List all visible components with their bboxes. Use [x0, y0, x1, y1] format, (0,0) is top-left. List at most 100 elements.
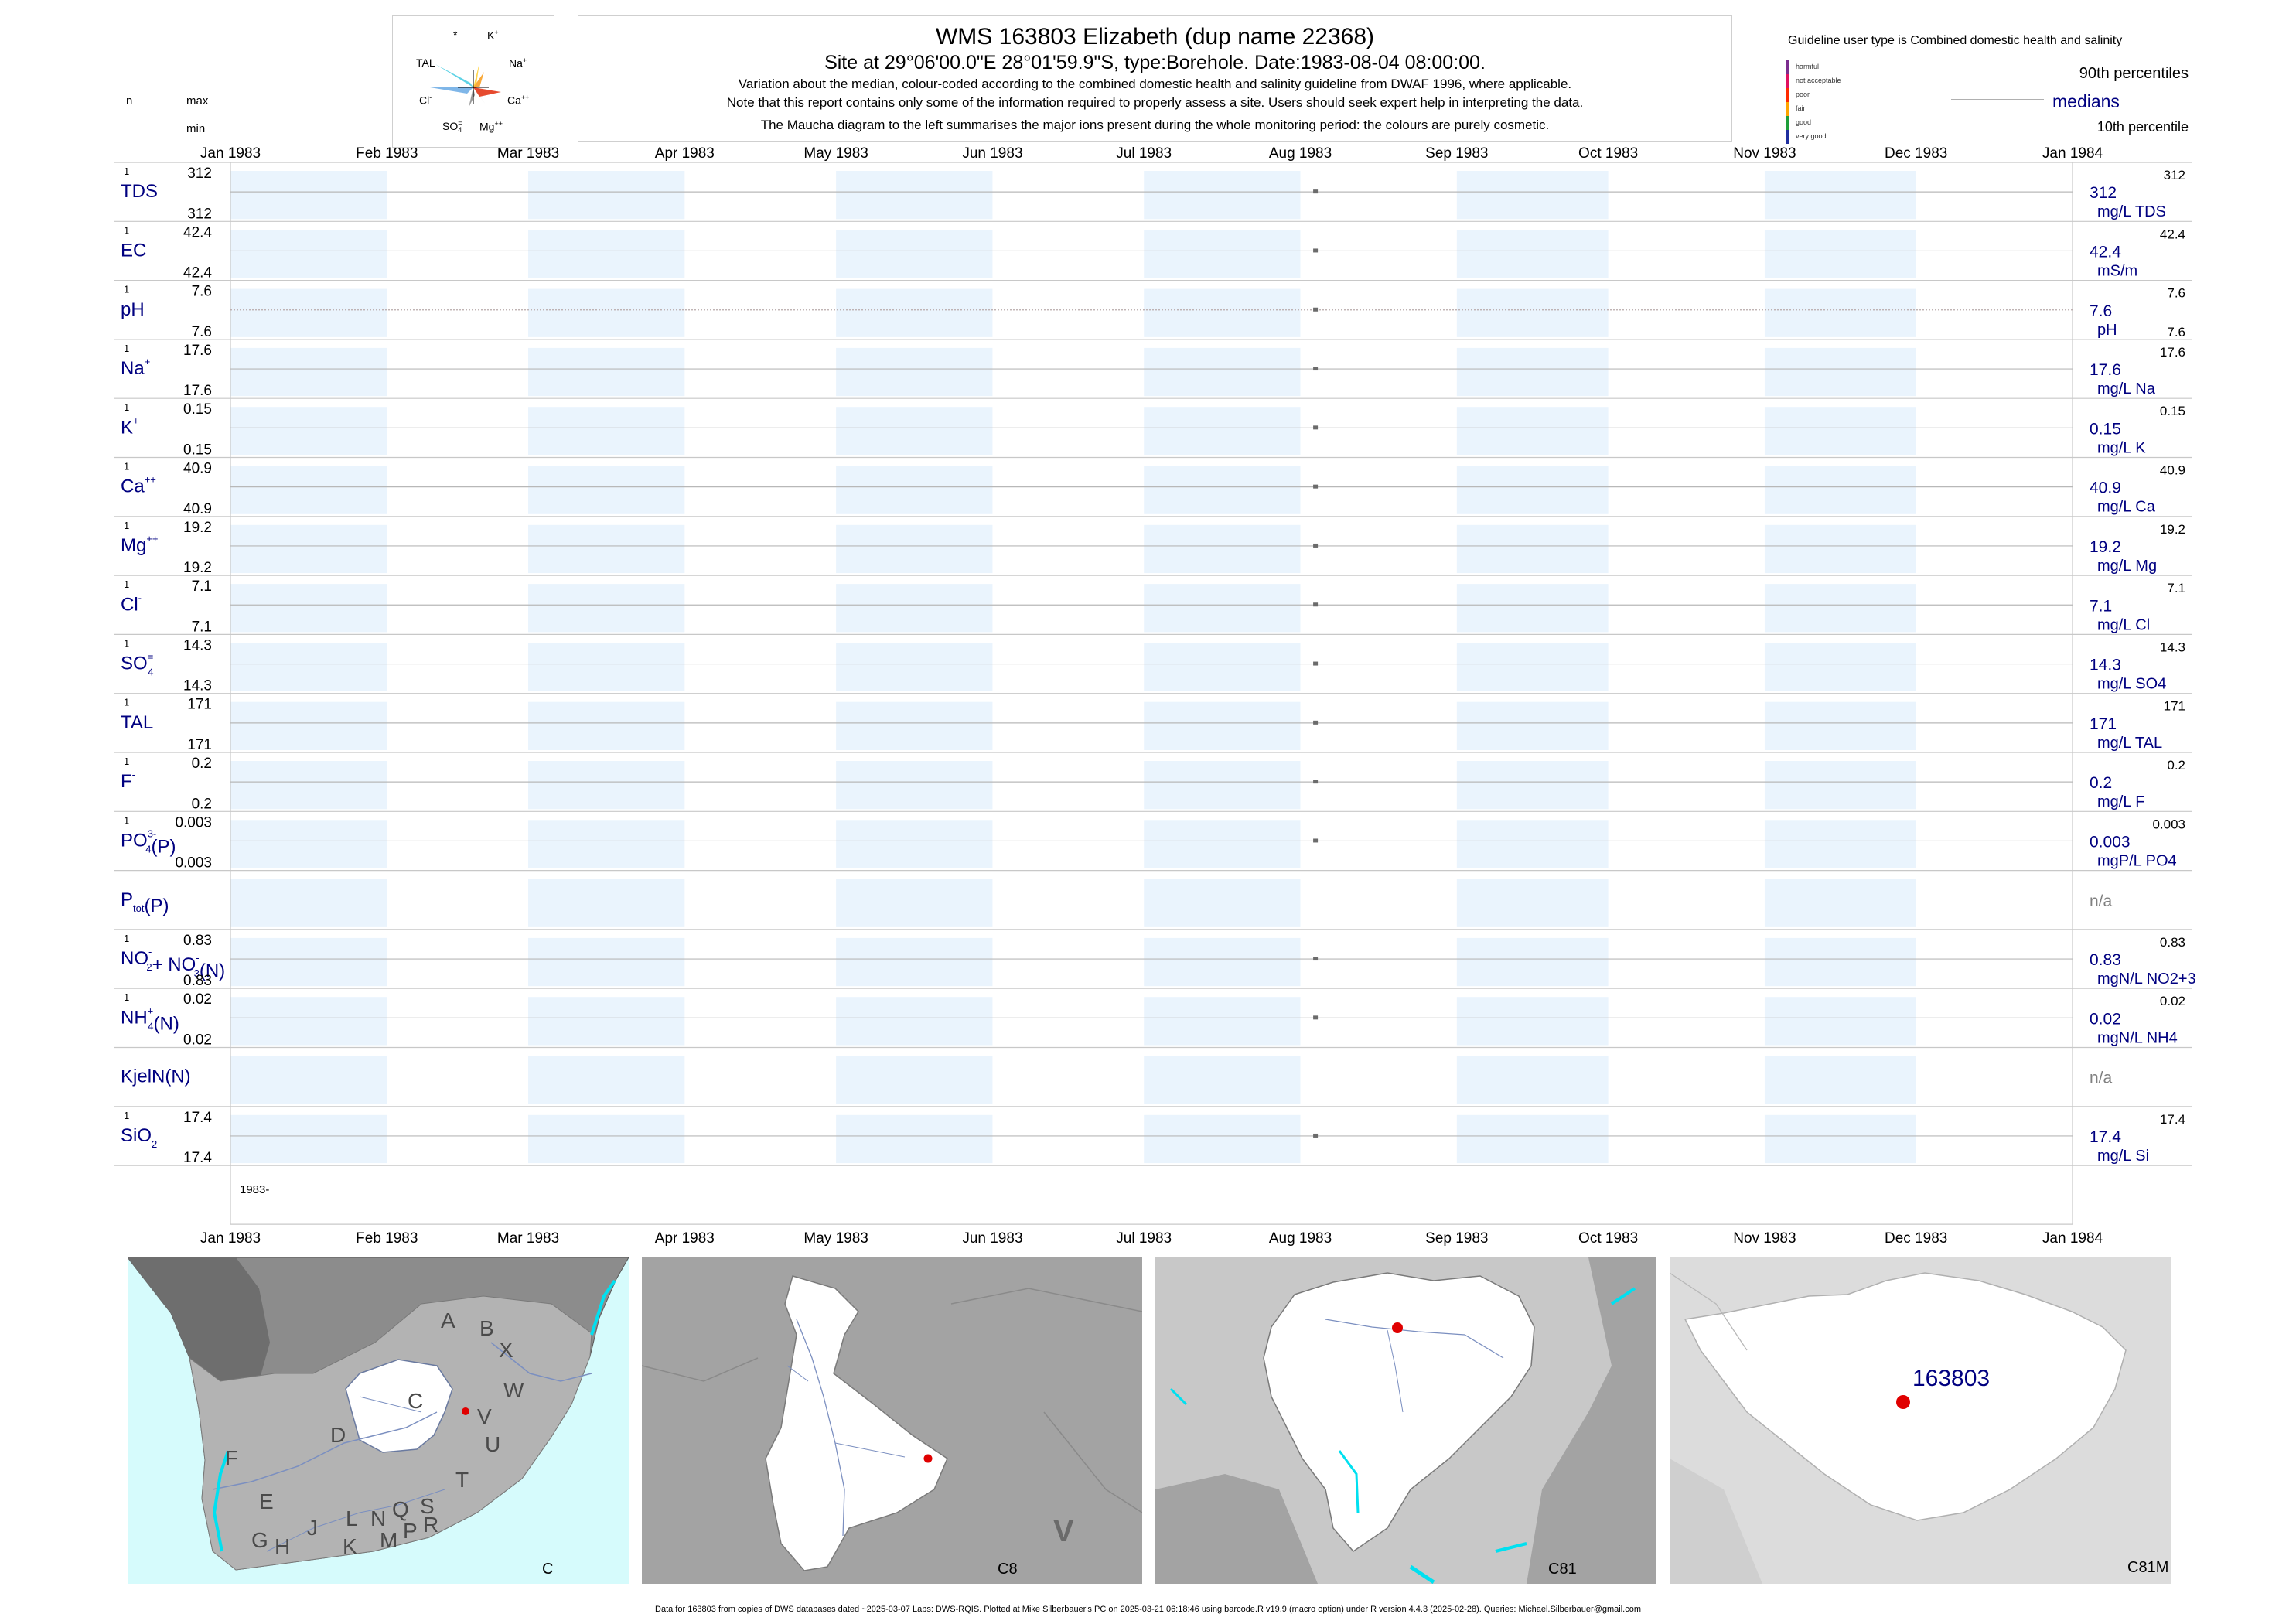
month-band — [1764, 1114, 1916, 1164]
map-label-c8: C8 — [998, 1561, 1018, 1578]
month-band — [1456, 171, 1609, 220]
maucha-tal — [435, 64, 473, 87]
region-letter-w: W — [503, 1378, 524, 1402]
param-median-value: 7.1 — [2090, 597, 2112, 615]
param-median-value: 0.15 — [2090, 420, 2121, 438]
month-band — [528, 1114, 685, 1164]
sample-point — [1313, 425, 1319, 430]
legend-medians: medians — [2052, 91, 2120, 111]
param-max: 0.02 — [183, 991, 212, 1008]
param-max: 171 — [187, 697, 212, 713]
legend-cat-harmful: harmful — [1796, 63, 1820, 70]
legend-swatch-very-good — [1786, 130, 1789, 144]
map-panel-c8: V C8 — [642, 1257, 1142, 1584]
param-n: 1 — [124, 284, 129, 295]
param-min: 42.4 — [183, 265, 212, 281]
x-tick-label-bottom: Jul 1983 — [1116, 1230, 1172, 1247]
month-band — [528, 466, 685, 514]
param-min: 0.83 — [183, 973, 212, 989]
param-unit: mg/L Si — [2097, 1148, 2149, 1165]
page-title: WMS 163803 Elizabeth (dup name 22368) — [935, 24, 1374, 49]
month-band — [528, 879, 685, 927]
month-band — [1144, 347, 1301, 397]
month-band — [836, 879, 993, 927]
month-band — [1456, 288, 1609, 337]
title-box: WMS 163803 Elizabeth (dup name 22368) Si… — [578, 15, 1732, 142]
legend-title: Guideline user type is Combined domestic… — [1788, 34, 2123, 47]
south-africa-map — [128, 1257, 629, 1571]
param-n: 1 — [124, 343, 129, 354]
month-band — [1144, 937, 1301, 987]
param-label: Ptot(P) — [121, 889, 169, 916]
region-letter-b: B — [479, 1316, 494, 1340]
param-p90: 14.3 — [2160, 640, 2185, 654]
maucha-na-label: Na+ — [509, 56, 527, 70]
param-p90: 0.83 — [2160, 935, 2185, 950]
month-band — [836, 584, 993, 633]
month-band — [836, 230, 993, 278]
region-letter-q: Q — [392, 1497, 409, 1521]
param-unit: mS/m — [2097, 262, 2137, 279]
month-band — [1456, 643, 1609, 691]
legend-cat-poor: poor — [1796, 90, 1810, 98]
sample-point — [1313, 957, 1319, 961]
param-max: 0.83 — [183, 933, 212, 949]
param-min: 171 — [187, 737, 212, 753]
map-label-c81m: C81M — [2127, 1559, 2169, 1576]
sample-point — [1313, 720, 1319, 725]
month-band — [230, 937, 387, 987]
month-band — [528, 407, 685, 455]
month-band — [528, 584, 685, 633]
param-label: F- — [121, 769, 135, 792]
param-max: 7.1 — [192, 578, 212, 595]
month-band — [528, 171, 685, 220]
month-band — [1144, 524, 1301, 574]
legend-cat-fair: fair — [1796, 104, 1806, 112]
c81-map — [1155, 1257, 1656, 1584]
month-band — [230, 820, 387, 868]
param-min: 0.2 — [192, 796, 212, 812]
region-letter-f: F — [225, 1446, 239, 1470]
param-min: 0.15 — [183, 442, 212, 459]
x-tick-label-bottom: Jan 1984 — [2042, 1230, 2103, 1247]
month-band — [1144, 997, 1301, 1046]
x-tick-label-top: Oct 1983 — [1578, 145, 1638, 162]
param-n: 1 — [124, 991, 129, 1003]
maucha-cl — [430, 87, 473, 94]
param-median-value: n/a — [2090, 892, 2113, 910]
month-band — [836, 288, 993, 337]
param-median-value: 0.02 — [2090, 1010, 2121, 1028]
month-band — [1144, 1114, 1301, 1164]
month-band — [836, 466, 993, 514]
month-band — [1764, 761, 1916, 810]
param-min: 7.1 — [192, 619, 212, 635]
region-letter-x: X — [499, 1338, 513, 1362]
month-band — [1456, 584, 1609, 633]
param-n: 1 — [124, 401, 129, 413]
note-assessment: Note that this report contains only some… — [726, 95, 1584, 110]
month-band — [1144, 230, 1301, 278]
param-p10: 7.6 — [2167, 325, 2185, 339]
footer-note: Data for 163803 from copies of DWS datab… — [655, 1605, 1641, 1614]
x-tick-label-top: Jan 1984 — [2042, 145, 2103, 162]
month-band — [1764, 407, 1916, 455]
map-panel-south-africa: A B X W C V U D T F E J L N Q S G H K M … — [128, 1257, 629, 1584]
year-label: 1983- — [240, 1183, 269, 1196]
month-band — [836, 761, 993, 810]
month-band — [230, 230, 387, 278]
param-unit: mg/L F — [2097, 793, 2145, 810]
month-band — [1144, 171, 1301, 220]
param-max: 19.2 — [183, 520, 212, 536]
legend-cat-very-good: very good — [1796, 132, 1827, 140]
param-median-value: 7.6 — [2090, 302, 2112, 320]
max-header: max — [186, 94, 209, 107]
sample-point — [1313, 1133, 1319, 1138]
legend-swatch-not-acceptable — [1786, 74, 1789, 88]
month-band — [230, 466, 387, 514]
month-band — [1144, 584, 1301, 633]
x-tick-label-top: Jul 1983 — [1116, 145, 1172, 162]
sample-point — [1313, 838, 1319, 843]
param-unit: mg/L Ca — [2097, 499, 2156, 516]
month-band — [1764, 230, 1916, 278]
month-band — [230, 879, 387, 927]
